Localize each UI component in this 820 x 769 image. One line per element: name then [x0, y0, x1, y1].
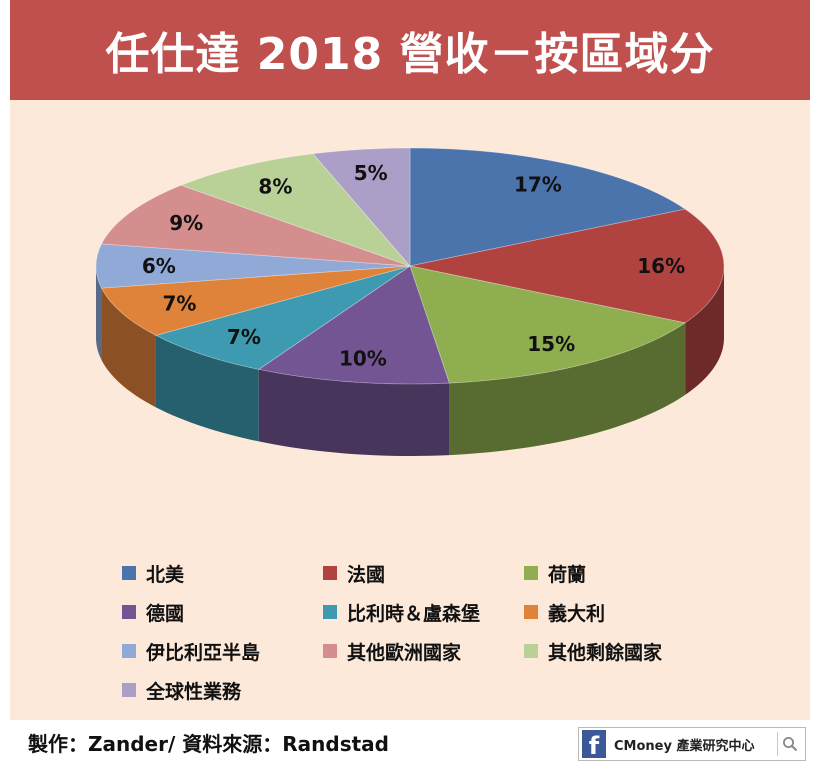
legend-swatch: [524, 566, 538, 580]
legend-item-6: 伊比利亞半島: [122, 636, 323, 666]
legend-label: 全球性業務: [146, 680, 242, 703]
legend-item-8: 其他剩餘國家: [524, 636, 725, 666]
pie-side-1: [685, 266, 724, 395]
pie-label-4: 7%: [227, 325, 261, 349]
brand-badge[interactable]: f CMoney 產業研究中心: [578, 727, 806, 761]
pie-slice-4: [154, 265, 411, 370]
pie-label-9: 5%: [354, 161, 388, 185]
legend-swatch: [122, 605, 136, 619]
legend-label: 伊比利亞半島: [146, 641, 261, 664]
legend-item-2: 荷蘭: [524, 558, 725, 588]
legend-swatch: [122, 683, 136, 697]
legend-swatch: [122, 644, 136, 658]
source-credit: 製作：Zander/ 資料來源：Randstad: [28, 732, 389, 756]
legend-label: 北美: [146, 563, 185, 586]
search-icon: [777, 732, 802, 756]
legend-swatch: [323, 644, 337, 658]
title-bar: 任仕達 2018 營收－按區域分: [10, 0, 810, 100]
legend-swatch: [323, 605, 337, 619]
legend-label: 德國: [146, 602, 185, 625]
pie-label-8: 8%: [258, 174, 292, 198]
pie-label-3: 10%: [339, 347, 387, 371]
pie-slice-0: [409, 147, 687, 267]
pie-slice-3: [257, 265, 450, 385]
pie-label-7: 9%: [169, 211, 203, 235]
legend-label: 義大利: [548, 602, 606, 625]
pie-slice-8: [179, 153, 412, 267]
facebook-icon: f: [582, 730, 606, 758]
pie-slice-2: [409, 265, 687, 384]
pie-slice-9: [312, 147, 411, 268]
legend-item-3: 德國: [122, 597, 323, 627]
legend-swatch: [323, 566, 337, 580]
footer: 製作：Zander/ 資料來源：Randstad f CMoney 產業研究中心: [0, 720, 820, 769]
pie-label-5: 7%: [163, 292, 197, 316]
pie-slice-7: [100, 184, 411, 267]
legend-label: 其他剩餘國家: [548, 641, 663, 664]
pie-label-2: 15%: [527, 332, 575, 356]
pie-side-4: [155, 335, 259, 442]
legend-item-9: 全球性業務: [122, 675, 323, 705]
legend-label: 其他歐洲國家: [347, 641, 462, 664]
chart-title: 任仕達 2018 營收－按區域分: [105, 29, 715, 80]
pie-label-1: 16%: [637, 254, 685, 278]
legend-item-7: 其他歐洲國家: [323, 636, 524, 666]
chart-legend: 北美 法國 荷蘭德國 比利時＆盧森堡 義大利伊比利亞半島 其他歐洲國家 其他剩餘國家全球性業…: [122, 558, 742, 705]
pie-label-6: 6%: [142, 254, 176, 278]
legend-item-5: 義大利: [524, 597, 725, 627]
legend-swatch: [524, 605, 538, 619]
pie-slice-6: [95, 243, 411, 289]
brand-name: CMoney 產業研究中心: [614, 738, 755, 754]
legend-label: 荷蘭: [548, 563, 587, 586]
pie-chart: 17% 16% 15% 10% 7% 7% 6% 9% 8% 5%: [95, 147, 725, 456]
legend-swatch: [524, 644, 538, 658]
pie-side-5: [101, 288, 156, 408]
legend-item-4: 比利時＆盧森堡: [323, 597, 524, 627]
pie-side-3: [258, 369, 450, 456]
pie-side-2: [449, 322, 686, 456]
pie-slice-1: [409, 208, 725, 324]
pie-slice-5: [100, 265, 411, 336]
legend-label: 法國: [347, 563, 386, 586]
pie-side-6: [96, 266, 102, 361]
legend-item-0: 北美: [122, 558, 323, 588]
legend-label: 比利時＆盧森堡: [347, 602, 481, 625]
pie-label-0: 17%: [514, 173, 562, 197]
legend-swatch: [122, 566, 136, 580]
legend-item-1: 法國: [323, 558, 524, 588]
chart-panel: 17% 16% 15% 10% 7% 7% 6% 9% 8% 5% 北美 法國 荷蘭德國 比利時＆盧森堡…: [10, 100, 810, 720]
